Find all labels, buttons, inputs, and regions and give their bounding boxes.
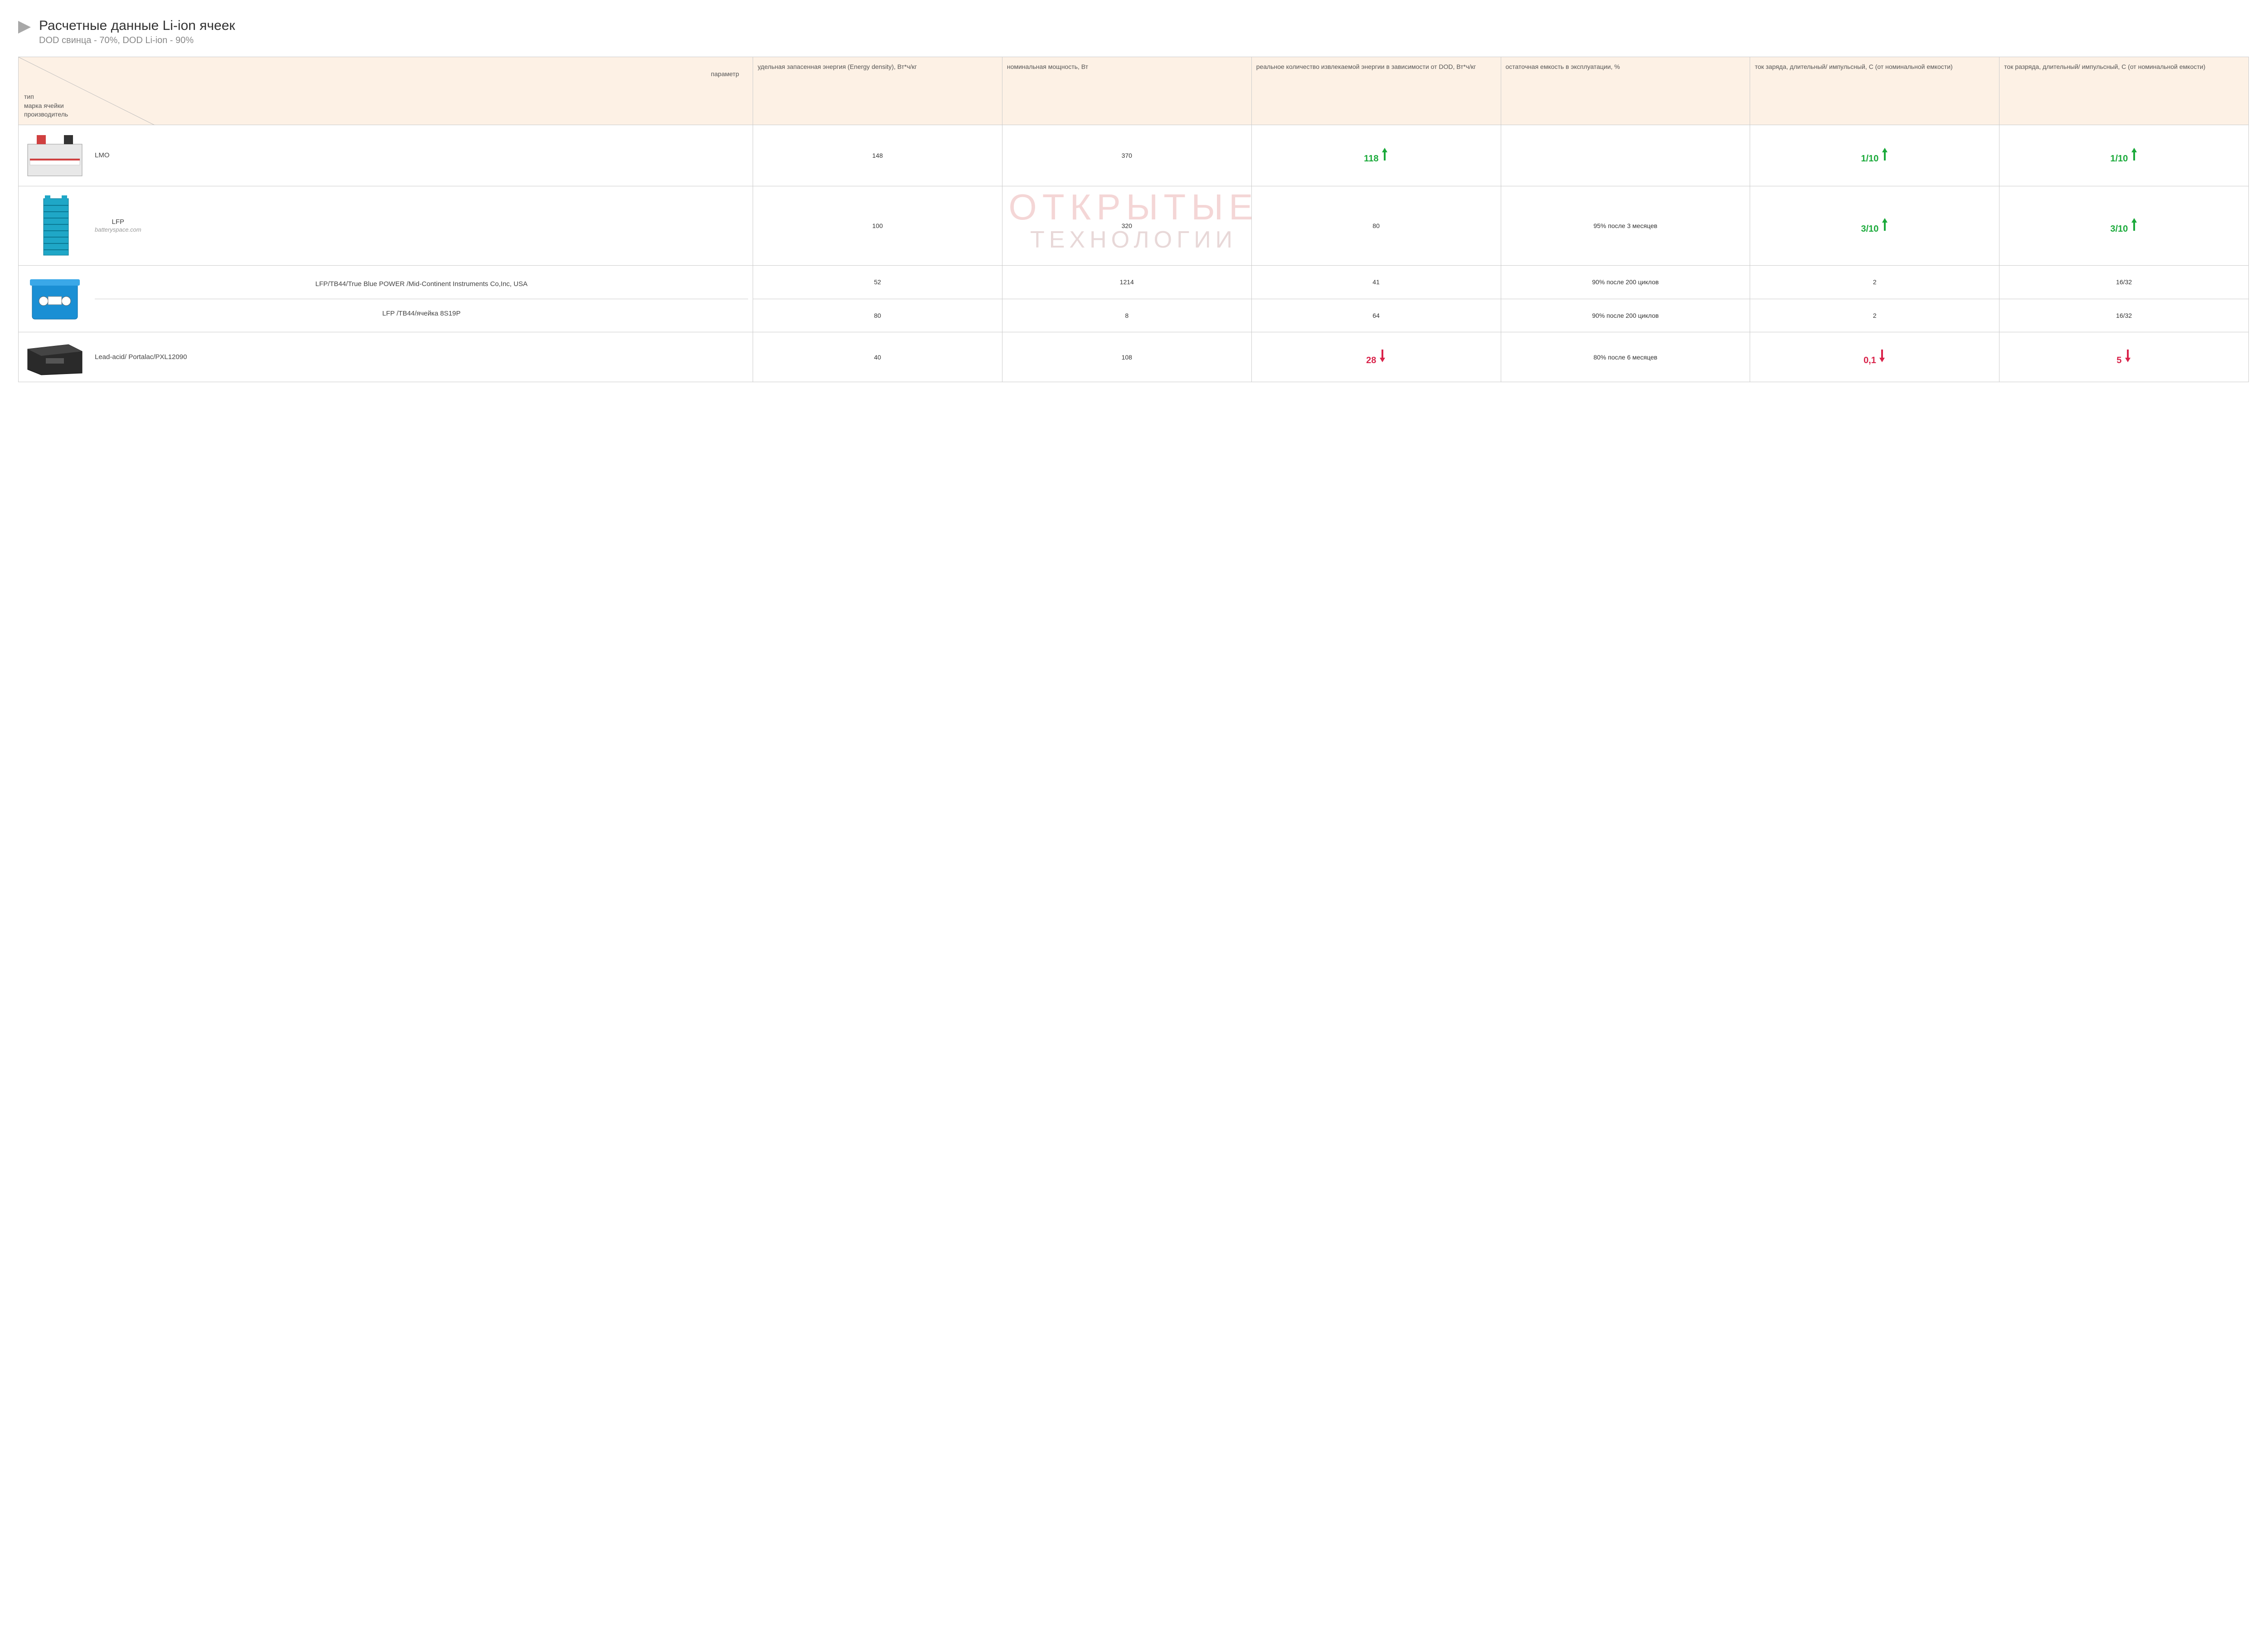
arrow-up-icon	[1881, 217, 1888, 232]
arrow-up-icon	[1881, 147, 1888, 161]
table-row: LMO 148370 118 1/10 1/10	[19, 125, 2249, 186]
cell-c6: 1/10	[1999, 125, 2249, 186]
arrow-up-icon	[1381, 147, 1388, 161]
cell-c2: 108	[1002, 332, 1251, 382]
cell-c4: 80% после 6 месяцев	[1501, 332, 1750, 382]
battery-image	[23, 192, 87, 260]
cell-c1: 40	[753, 332, 1002, 382]
row-name-cell: LFPbatteryspace.com	[19, 186, 753, 266]
col-power: номинальная мощность, Вт	[1002, 57, 1251, 125]
arrow-down-icon	[1878, 349, 1886, 363]
cell-value: 3/10	[1861, 224, 1888, 234]
header-type-label: тип марка ячейки производитель	[24, 92, 68, 119]
cell-value: 16/32	[2116, 278, 2132, 286]
cell-c4: 95% после 3 месяцев	[1501, 186, 1750, 266]
row-label: LFP/TB44/True Blue POWER /Mid-Continent …	[95, 280, 748, 299]
table-row: Lead-acid/ Portalac/PXL12090 40108 28 80%…	[19, 332, 2249, 382]
cell-c3: 118	[1251, 125, 1501, 186]
cell-c2: 320	[1002, 186, 1251, 266]
cell-value: 1/10	[2110, 154, 2137, 164]
row-label: LMO	[95, 151, 110, 160]
cell-value: 5	[2116, 355, 2131, 365]
cell-value: 28	[1366, 355, 1386, 365]
cell-c5: 1/10	[1750, 125, 1999, 186]
col-residual-capacity: остаточная емкость в эксплуатации, %	[1501, 57, 1750, 125]
cell-c5: 3/10	[1750, 186, 1999, 266]
battery-lmo-icon	[23, 131, 87, 180]
row-sublabel: batteryspace.com	[95, 226, 141, 234]
cell-c6: 16/32	[1999, 299, 2249, 332]
battery-image	[23, 274, 87, 324]
table-row: LFPbatteryspace.com 100320 80 95% после 3…	[19, 186, 2249, 266]
cell-c2: 370	[1002, 125, 1251, 186]
battery-image	[23, 131, 87, 180]
arrow-down-icon	[2124, 349, 2131, 363]
cell-value: 41	[1372, 278, 1380, 286]
cell-c1: 148	[753, 125, 1002, 186]
table-row: LFP/TB44/True Blue POWER /Mid-Continent …	[19, 266, 2249, 299]
battery-tb44-icon	[23, 274, 87, 324]
arrow-up-icon	[2131, 147, 2138, 161]
cell-c3: 64	[1251, 299, 1501, 332]
cell-c4: 90% после 200 циклов	[1501, 299, 1750, 332]
page-subtitle: DOD свинца - 70%, DOD Li-ion - 90%	[39, 35, 235, 46]
header-param-label: параметр	[711, 70, 739, 79]
cell-c6: 5	[1999, 332, 2249, 382]
row-label: LFP /TB44/ячейка 8S19P	[95, 309, 748, 318]
col-real-energy: реальное количество извлекаемой энергии …	[1251, 57, 1501, 125]
cell-value: 0,1	[1863, 355, 1886, 365]
row-label: Lead-acid/ Portalac/PXL12090	[95, 353, 187, 362]
cell-c1: 100	[753, 186, 1002, 266]
cell-c3: 80	[1251, 186, 1501, 266]
cell-c2: 8	[1002, 299, 1251, 332]
cell-c2: 1214	[1002, 266, 1251, 299]
cell-c3: 41	[1251, 266, 1501, 299]
cell-value: 80	[1372, 222, 1380, 229]
header-diagonal-cell: параметр тип марка ячейки производитель	[19, 57, 753, 125]
cell-c5: 2	[1750, 299, 1999, 332]
arrow-up-icon	[2131, 217, 2138, 232]
cell-c1: 80	[753, 299, 1002, 332]
col-discharge-current: ток разряда, длительный/ импульсный, С (…	[1999, 57, 2249, 125]
table-header-row: параметр тип марка ячейки производитель …	[19, 57, 2249, 125]
cell-value: 3/10	[2110, 224, 2137, 234]
cell-value: 64	[1372, 312, 1380, 319]
cell-c1: 52	[753, 266, 1002, 299]
row-name-cell: LFP/TB44/True Blue POWER /Mid-Continent …	[19, 266, 753, 332]
cell-c6: 3/10	[1999, 186, 2249, 266]
cell-value: 2	[1873, 312, 1877, 319]
battery-image	[23, 338, 87, 376]
row-name-cell: Lead-acid/ Portalac/PXL12090	[19, 332, 753, 382]
row-name-cell: LMO	[19, 125, 753, 186]
cell-c5: 0,1	[1750, 332, 1999, 382]
cell-c5: 2	[1750, 266, 1999, 299]
page-header: Расчетные данные Li-ion ячеек DOD свинца…	[18, 18, 2249, 46]
battery-lfp-icon	[23, 192, 87, 260]
cell-c4: 90% после 200 циклов	[1501, 266, 1750, 299]
cell-c3: 28	[1251, 332, 1501, 382]
arrow-down-icon	[1379, 349, 1386, 363]
cell-value: 2	[1873, 278, 1877, 286]
comparison-table: параметр тип марка ячейки производитель …	[18, 57, 2249, 382]
bullet-arrow-icon	[18, 21, 31, 34]
battery-lead-icon	[23, 338, 87, 376]
cell-value: 1/10	[1861, 154, 1888, 164]
cell-c6: 16/32	[1999, 266, 2249, 299]
cell-value: 16/32	[2116, 312, 2132, 319]
col-charge-current: ток заряда, длительный/ импульсный, С (о…	[1750, 57, 1999, 125]
cell-c4	[1501, 125, 1750, 186]
row-label: LFPbatteryspace.com	[95, 218, 141, 234]
cell-value: 118	[1364, 154, 1388, 164]
page-title: Расчетные данные Li-ion ячеек	[39, 18, 235, 34]
col-energy-density: удельная запасенная энергия (Energy dens…	[753, 57, 1002, 125]
